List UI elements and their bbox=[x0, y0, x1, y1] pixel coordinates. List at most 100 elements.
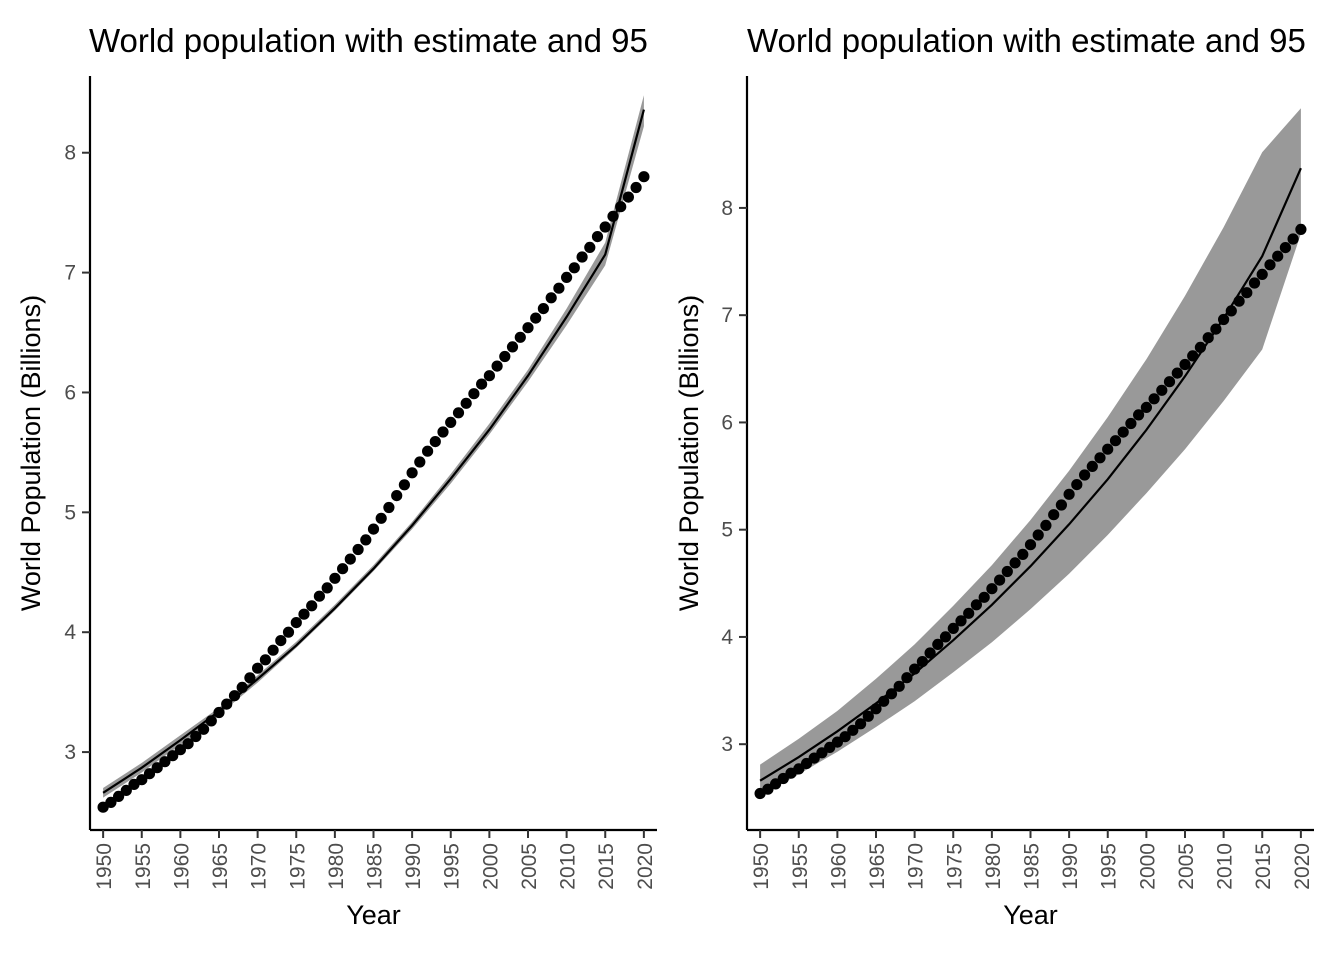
data-point bbox=[885, 688, 898, 700]
data-point bbox=[970, 599, 982, 611]
data-point bbox=[1179, 358, 1191, 371]
data-point bbox=[375, 512, 387, 524]
data-point bbox=[1287, 233, 1299, 245]
y-tick-label: 6 bbox=[721, 411, 733, 434]
data-point bbox=[1272, 250, 1284, 262]
y-tick-label: 3 bbox=[64, 741, 76, 764]
data-point bbox=[313, 590, 325, 602]
y-axis-title: World Population (Billions) bbox=[16, 295, 46, 611]
data-point bbox=[329, 572, 341, 584]
data-point bbox=[630, 181, 642, 194]
data-point bbox=[414, 456, 426, 468]
data-point bbox=[514, 331, 526, 343]
data-point bbox=[1102, 443, 1114, 455]
x-tick-label: 2010 bbox=[1214, 843, 1237, 890]
data-point bbox=[537, 303, 550, 315]
x-tick-label: 1965 bbox=[209, 843, 232, 890]
data-point bbox=[1071, 479, 1083, 491]
data-point bbox=[1225, 305, 1237, 317]
data-point bbox=[120, 784, 132, 797]
data-point bbox=[167, 750, 179, 762]
x-tick-label: 2015 bbox=[1252, 843, 1275, 890]
data-point bbox=[1017, 548, 1029, 561]
x-tick-label: 2000 bbox=[1136, 843, 1159, 890]
data-point bbox=[576, 251, 588, 263]
data-point bbox=[136, 774, 148, 786]
data-point bbox=[638, 171, 650, 183]
data-point bbox=[893, 680, 905, 692]
data-point bbox=[282, 626, 295, 638]
data-point bbox=[878, 695, 890, 707]
data-point bbox=[1218, 313, 1230, 326]
data-point bbox=[1156, 384, 1168, 396]
data-point bbox=[190, 730, 202, 743]
data-point bbox=[437, 426, 449, 438]
data-point bbox=[298, 608, 310, 620]
y-tick-label: 5 bbox=[721, 519, 733, 542]
data-point bbox=[228, 690, 241, 702]
data-point bbox=[1040, 519, 1052, 532]
x-tick-label: 1960 bbox=[827, 843, 850, 890]
y-tick-label: 7 bbox=[64, 262, 76, 285]
data-point bbox=[1248, 277, 1261, 289]
data-point bbox=[267, 644, 279, 656]
x-tick-label: 2005 bbox=[518, 843, 541, 890]
data-point bbox=[963, 607, 975, 619]
data-point bbox=[530, 312, 542, 324]
data-point bbox=[855, 718, 867, 730]
data-point bbox=[1133, 409, 1145, 421]
x-tick-label: 1985 bbox=[364, 843, 387, 890]
data-point bbox=[994, 574, 1006, 586]
data-point bbox=[1032, 529, 1044, 541]
chart-title: World population with estimate and 95 bbox=[89, 22, 648, 59]
x-tick-label: 1955 bbox=[789, 843, 812, 890]
x-tick-label: 1980 bbox=[982, 843, 1005, 890]
data-point bbox=[244, 672, 256, 684]
x-tick-label: 2000 bbox=[479, 843, 502, 890]
data-point bbox=[1048, 509, 1060, 521]
data-point bbox=[1024, 539, 1037, 551]
x-tick-label: 1990 bbox=[402, 843, 425, 890]
chart-panel-left: World population with estimate and 95 3 4… bbox=[16, 22, 657, 930]
data-point bbox=[862, 710, 874, 722]
data-point bbox=[545, 292, 557, 304]
data-point bbox=[290, 617, 302, 629]
data-point bbox=[198, 723, 210, 735]
data-point bbox=[367, 523, 380, 535]
y-axis-title: World Population (Billions) bbox=[674, 295, 704, 611]
data-point bbox=[1194, 341, 1206, 353]
data-point bbox=[213, 706, 225, 719]
data-point bbox=[561, 271, 573, 283]
data-point bbox=[607, 210, 619, 222]
y-tick-label: 8 bbox=[721, 197, 733, 220]
x-tick-label: 1950 bbox=[93, 843, 116, 890]
data-point bbox=[113, 790, 125, 803]
data-point bbox=[476, 378, 488, 390]
data-point bbox=[1241, 287, 1253, 299]
data-point bbox=[1117, 426, 1129, 438]
y-tick-label: 5 bbox=[64, 501, 76, 524]
data-point bbox=[452, 407, 465, 419]
data-point bbox=[275, 635, 287, 647]
x-tick-label: 1975 bbox=[943, 843, 966, 890]
data-point bbox=[986, 583, 998, 595]
data-point bbox=[1279, 242, 1291, 254]
data-point bbox=[259, 654, 271, 666]
data-point bbox=[615, 201, 627, 213]
x-tick-label: 1960 bbox=[170, 843, 193, 890]
data-point bbox=[1086, 460, 1098, 472]
data-point bbox=[143, 768, 156, 780]
data-point bbox=[468, 388, 480, 400]
x-tick-label: 2005 bbox=[1175, 843, 1198, 890]
data-point bbox=[932, 638, 944, 651]
data-point bbox=[499, 350, 511, 363]
data-point bbox=[816, 747, 828, 759]
data-point bbox=[568, 262, 580, 274]
data-point bbox=[1171, 367, 1183, 379]
data-point bbox=[321, 582, 333, 594]
data-point bbox=[1063, 488, 1075, 500]
data-point bbox=[939, 631, 952, 643]
data-point bbox=[182, 738, 194, 750]
data-point bbox=[591, 231, 604, 243]
data-point bbox=[1295, 223, 1307, 235]
